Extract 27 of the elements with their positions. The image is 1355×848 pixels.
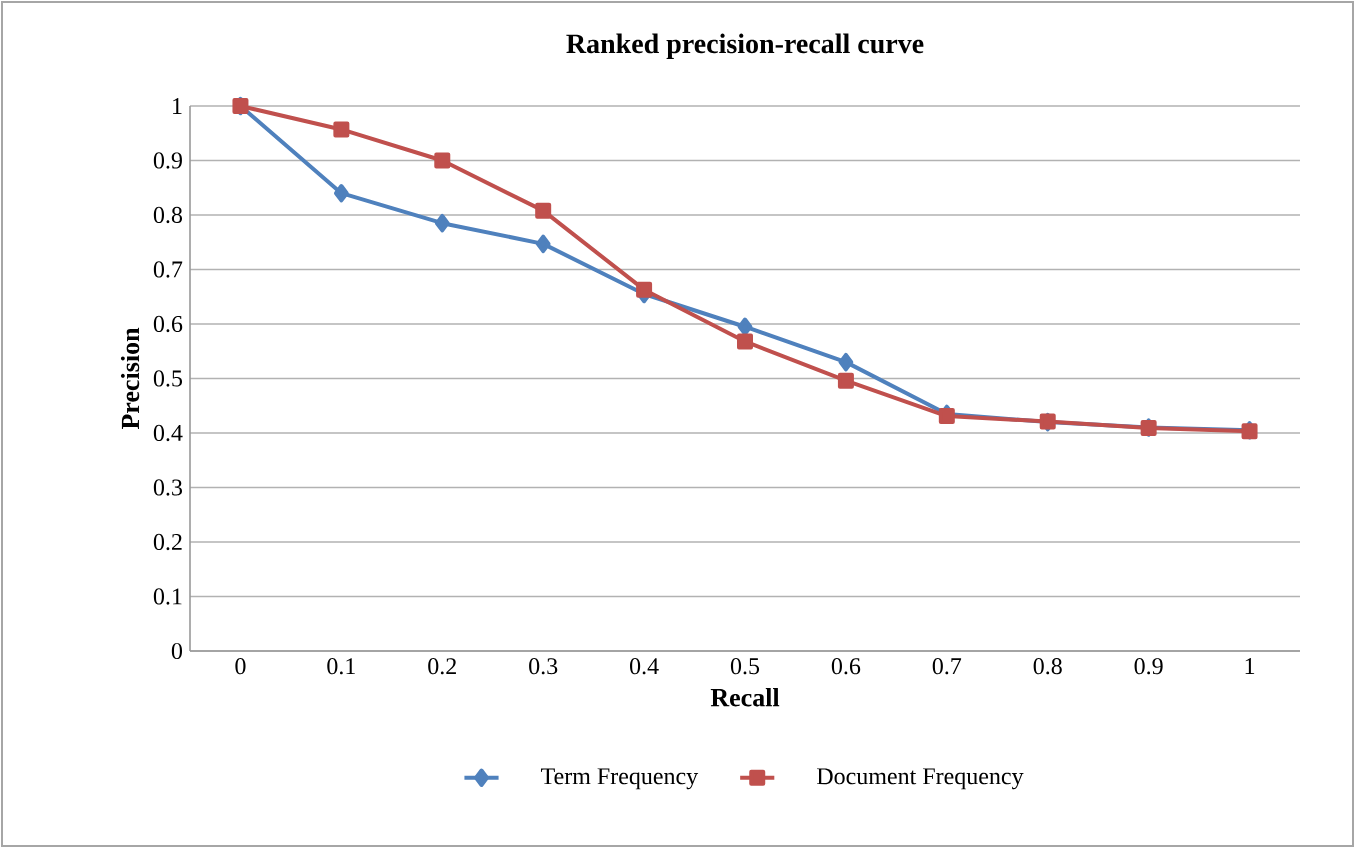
x-tick-label: 0.2: [428, 658, 456, 675]
y-tick-label: 1: [173, 98, 182, 114]
x-tick-label: 1: [1245, 658, 1255, 674]
x-tick-label: 0.1: [327, 658, 355, 675]
y-tick-label: 0.6: [153, 315, 183, 333]
y-tick-label: 0.9: [153, 152, 182, 169]
x-tick-label: 0.9: [1134, 658, 1163, 675]
y-axis-title: Precision: [120, 327, 140, 430]
y-tick-label: 0.3: [153, 479, 183, 496]
x-tick-label: 0.3: [529, 658, 558, 675]
x-axis-title: Recall: [710, 688, 780, 707]
chart-title: Ranked precision-recall curve: [566, 33, 924, 59]
x-tick-label: 0: [235, 658, 246, 675]
x-tick-label: 0.5: [730, 658, 760, 675]
x-tick-label: 0.6: [831, 658, 861, 675]
y-tick-label: 0.2: [153, 533, 182, 551]
y-tick-label: 0.7: [153, 261, 183, 278]
y-tick-label: 0.8: [153, 206, 183, 224]
y-tick-label: 0.1: [153, 588, 182, 605]
x-tick-label: 0.4: [630, 658, 659, 675]
y-tick-label: 0: [171, 642, 183, 660]
x-tick-label: 0.7: [932, 658, 962, 675]
legend-label: Document Frequency: [817, 768, 1024, 790]
y-tick-label: 0.4: [153, 424, 183, 442]
y-tick-label: 0.5: [153, 370, 183, 387]
x-tick-label: 0.8: [1033, 658, 1062, 675]
legend-label: Term Frequency: [541, 768, 699, 790]
